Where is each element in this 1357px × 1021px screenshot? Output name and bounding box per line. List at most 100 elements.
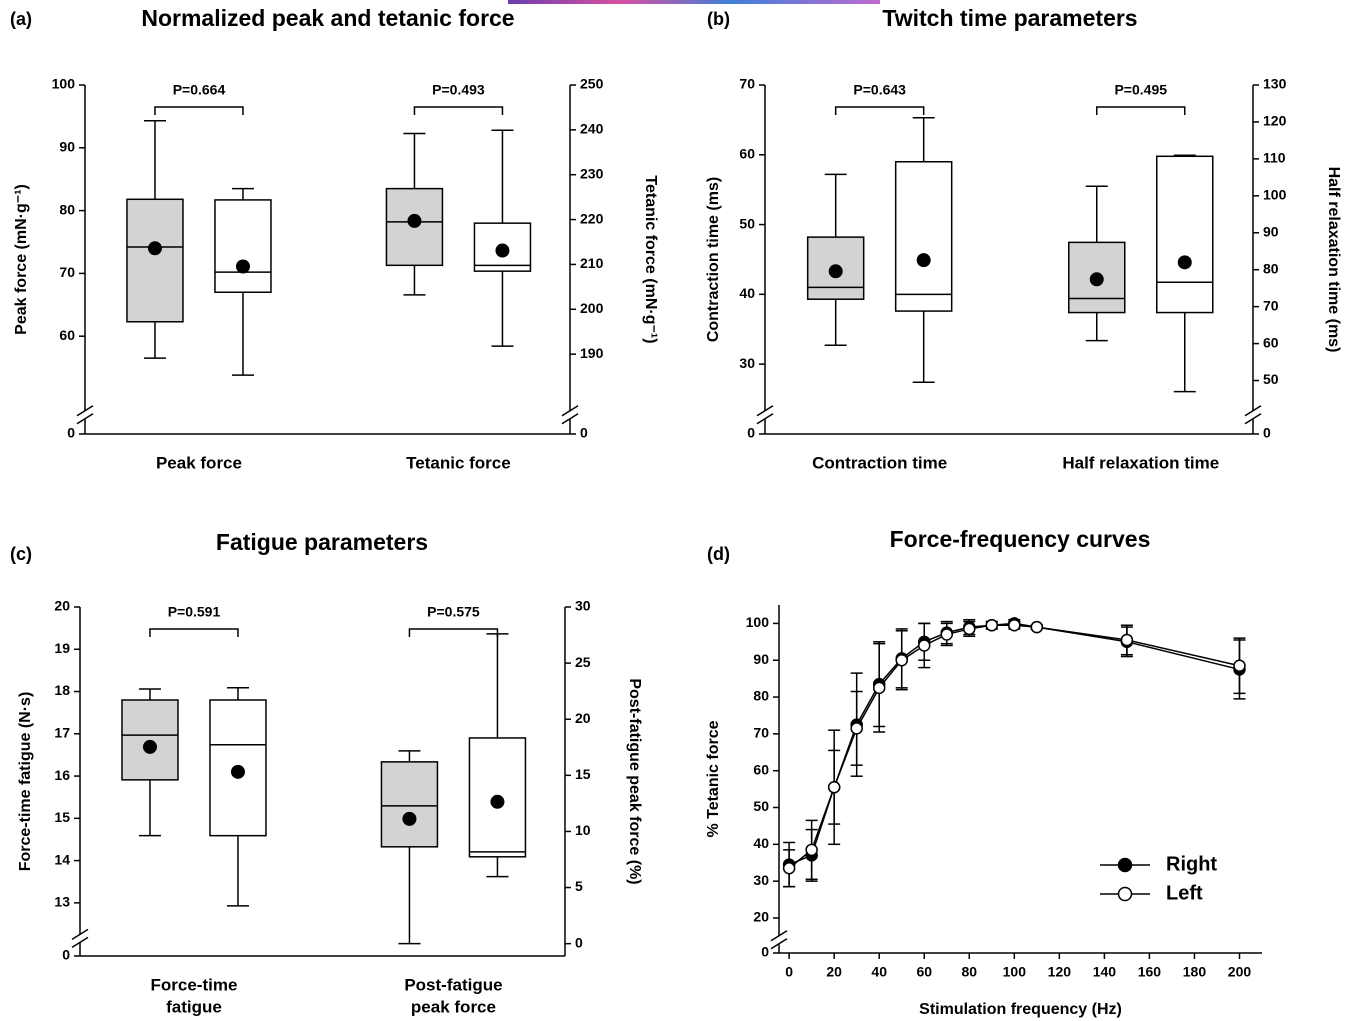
y2-axis-label: Tetanic force (mN·g⁻¹) xyxy=(642,175,659,343)
panel-label: (b) xyxy=(707,9,730,29)
panel-label: (a) xyxy=(10,9,32,29)
y-tick-label: 14 xyxy=(54,851,70,867)
legend-marker xyxy=(1117,857,1133,873)
y-tick-label: 100 xyxy=(52,76,76,92)
axis-break xyxy=(561,413,579,425)
marker xyxy=(850,722,863,735)
axis-break xyxy=(76,405,94,417)
axis-break xyxy=(770,930,788,942)
legend-label: Left xyxy=(1166,882,1203,904)
x-tick-label: 160 xyxy=(1138,964,1162,980)
p-value: P=0.591 xyxy=(168,604,221,620)
y-tick-label: 15 xyxy=(575,766,591,782)
mean-dot xyxy=(147,241,162,256)
box xyxy=(385,187,444,267)
y-tick-label: 0 xyxy=(62,947,70,963)
y-tick-label: 90 xyxy=(753,651,769,667)
y-tick-label: 240 xyxy=(580,121,604,137)
y-tick-label: 190 xyxy=(580,345,604,361)
header-image-strip xyxy=(508,0,880,4)
y-tick-label: 0 xyxy=(67,425,75,441)
axis-break xyxy=(71,936,89,949)
p-bracket xyxy=(1096,106,1186,115)
y2-axis-label: Post-fatigue peak force (%) xyxy=(626,678,643,884)
legend-label: Right xyxy=(1166,853,1217,875)
y-tick-label: 80 xyxy=(753,688,769,704)
y-tick-label: 250 xyxy=(580,76,604,92)
marker xyxy=(1120,633,1134,647)
mean-dot xyxy=(916,253,931,268)
y-tick-label: 50 xyxy=(753,798,769,814)
box xyxy=(214,199,272,293)
box xyxy=(126,198,184,323)
y-tick-label: 120 xyxy=(1263,113,1287,129)
y-tick-label: 90 xyxy=(1263,223,1279,239)
y-tick-label: 0 xyxy=(580,425,588,441)
p-bracket xyxy=(413,106,504,115)
y-tick-label: 60 xyxy=(1263,334,1279,350)
p-bracket xyxy=(154,106,244,115)
mean-dot xyxy=(828,264,843,279)
axis-break xyxy=(756,413,774,425)
x-tick-label: 180 xyxy=(1183,964,1207,980)
y-tick-label: 80 xyxy=(1263,260,1279,276)
y-tick-label: 50 xyxy=(1263,371,1279,387)
y-tick-label: 0 xyxy=(747,425,755,441)
y-tick-label: 220 xyxy=(580,210,604,226)
y-tick-label: 60 xyxy=(739,145,755,161)
panel-label: (c) xyxy=(10,544,32,564)
mean-dot xyxy=(1177,255,1192,270)
y-tick-label: 30 xyxy=(753,872,769,888)
y-tick-label: 60 xyxy=(753,761,769,777)
mean-dot xyxy=(230,764,245,779)
chart-title: Force-frequency curves xyxy=(890,526,1151,552)
y-axis-label: Force-time fatigue (N·s) xyxy=(17,692,34,872)
chart-title: Fatigue parameters xyxy=(216,529,428,555)
x-category-label: peak force xyxy=(411,997,496,1016)
p-value: P=0.493 xyxy=(432,82,485,98)
x-category-label: fatigue xyxy=(166,997,222,1016)
y-tick-label: 100 xyxy=(746,614,770,630)
y-tick-label: 60 xyxy=(59,327,75,343)
p-bracket xyxy=(834,106,925,115)
marker xyxy=(895,653,908,667)
y-tick-label: 16 xyxy=(54,767,70,783)
y-axis-label: % Tetanic force xyxy=(705,720,722,837)
axis-break xyxy=(76,413,94,425)
x-tick-label: 0 xyxy=(785,964,793,980)
y-tick-label: 100 xyxy=(1263,187,1287,203)
y-tick-label: 13 xyxy=(54,894,70,910)
y-tick-label: 210 xyxy=(580,255,604,271)
chart-title: Twitch time parameters xyxy=(882,5,1137,31)
mean-dot xyxy=(235,259,250,274)
mean-dot xyxy=(1089,272,1104,287)
x-tick-label: 140 xyxy=(1093,964,1117,980)
y-tick-label: 70 xyxy=(753,725,769,741)
marker xyxy=(940,628,954,641)
y-tick-label: 70 xyxy=(1263,297,1279,313)
p-value: P=0.643 xyxy=(853,82,906,98)
y-axis-label: Peak force (mN·g⁻¹) xyxy=(13,184,30,335)
x-category-label: Contraction time xyxy=(812,453,947,472)
chart-title: Normalized peak and tetanic force xyxy=(141,5,514,31)
marker xyxy=(1030,620,1044,634)
y-tick-label: 10 xyxy=(575,822,591,838)
x-category-label: Post-fatigue xyxy=(404,975,502,994)
axis-break xyxy=(1244,413,1262,425)
y-tick-label: 30 xyxy=(739,355,755,371)
x-tick-label: 200 xyxy=(1228,964,1252,980)
y-tick-label: 0 xyxy=(1263,425,1271,441)
y-tick-label: 17 xyxy=(54,725,70,741)
axis-break xyxy=(756,405,774,417)
y2-axis-label: Half relaxation time (ms) xyxy=(1325,167,1342,353)
mean-dot xyxy=(490,794,505,809)
marker xyxy=(917,639,931,652)
y-tick-label: 40 xyxy=(739,285,755,301)
y-tick-label: 90 xyxy=(59,139,75,155)
y-axis-label: Contraction time (ms) xyxy=(705,177,722,342)
p-bracket xyxy=(408,628,499,637)
x-category-label: Half relaxation time xyxy=(1062,453,1219,472)
y-tick-label: 230 xyxy=(580,165,604,181)
marker xyxy=(963,622,976,636)
